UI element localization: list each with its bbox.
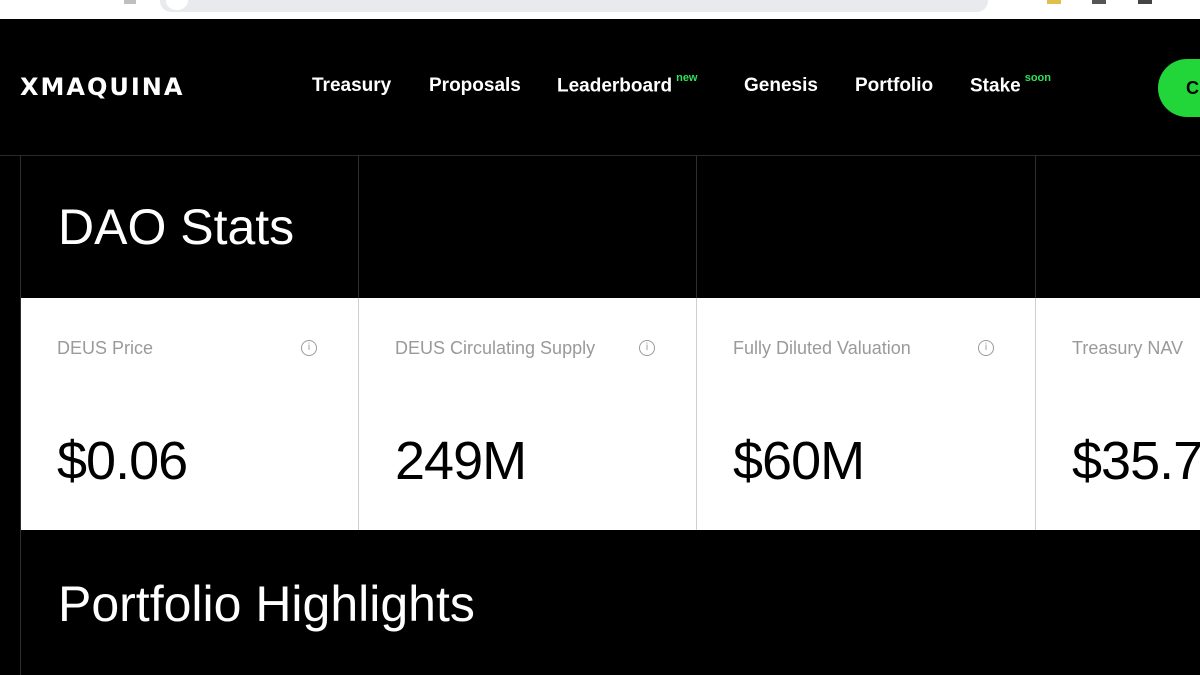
stat-label: Fully Diluted Valuation — [733, 338, 911, 358]
info-icon[interactable]: i — [639, 340, 655, 356]
new-badge: new — [676, 72, 698, 84]
dao-stats-title: DAO Stats — [58, 199, 295, 255]
extension-icon[interactable] — [124, 0, 136, 4]
xmaquina-logo[interactable]: XMAQUINA — [20, 73, 185, 101]
grid-divider — [20, 156, 21, 675]
stat-card-treasury-nav: Treasury NAV $35.7 — [1036, 298, 1200, 530]
stat-value: $35.7 — [1072, 431, 1200, 491]
info-icon[interactable]: i — [978, 340, 994, 356]
stat-card-fully-diluted-valuation: Fully Diluted Valuation i $60M — [697, 298, 1036, 530]
grid-divider — [358, 156, 359, 298]
address-bar[interactable] — [160, 0, 988, 12]
bookmark-star-icon[interactable] — [1047, 0, 1061, 4]
stat-value: $0.06 — [57, 431, 188, 491]
stat-value: 249M — [395, 431, 527, 491]
nav-item-treasury[interactable]: Treasury — [312, 75, 392, 96]
stat-value: $60M — [733, 431, 865, 491]
soon-badge: soon — [1024, 72, 1051, 84]
connect-wallet-button[interactable]: C — [1158, 59, 1200, 117]
portfolio-highlights-title: Portfolio Highlights — [58, 576, 475, 632]
stat-card-circulating-supply: DEUS Circulating Supply i 249M — [359, 298, 697, 530]
browser-toolbar — [0, 0, 1200, 19]
stat-label: DEUS Circulating Supply — [395, 338, 596, 358]
nav-item-leaderboard[interactable]: Leaderboard new — [557, 72, 698, 97]
nav-item-proposals[interactable]: Proposals — [429, 75, 521, 96]
nav-item-stake[interactable]: Stake soon — [970, 72, 1051, 97]
grid-divider — [1035, 156, 1036, 298]
stat-label: Treasury NAV — [1072, 338, 1184, 358]
stat-label: DEUS Price — [57, 338, 154, 358]
profile-icon[interactable] — [1138, 0, 1152, 4]
stat-card-deus-price: DEUS Price i $0.06 — [21, 298, 359, 530]
grid-divider — [696, 156, 697, 298]
top-navigation: XMAQUINA Treasury Proposals Leaderboard n… — [0, 19, 1200, 156]
info-icon[interactable]: i — [301, 340, 317, 356]
extensions-icon[interactable] — [1092, 0, 1106, 4]
nav-item-portfolio[interactable]: Portfolio — [855, 75, 934, 96]
site-info-icon[interactable] — [166, 0, 188, 10]
nav-item-genesis[interactable]: Genesis — [744, 75, 818, 96]
